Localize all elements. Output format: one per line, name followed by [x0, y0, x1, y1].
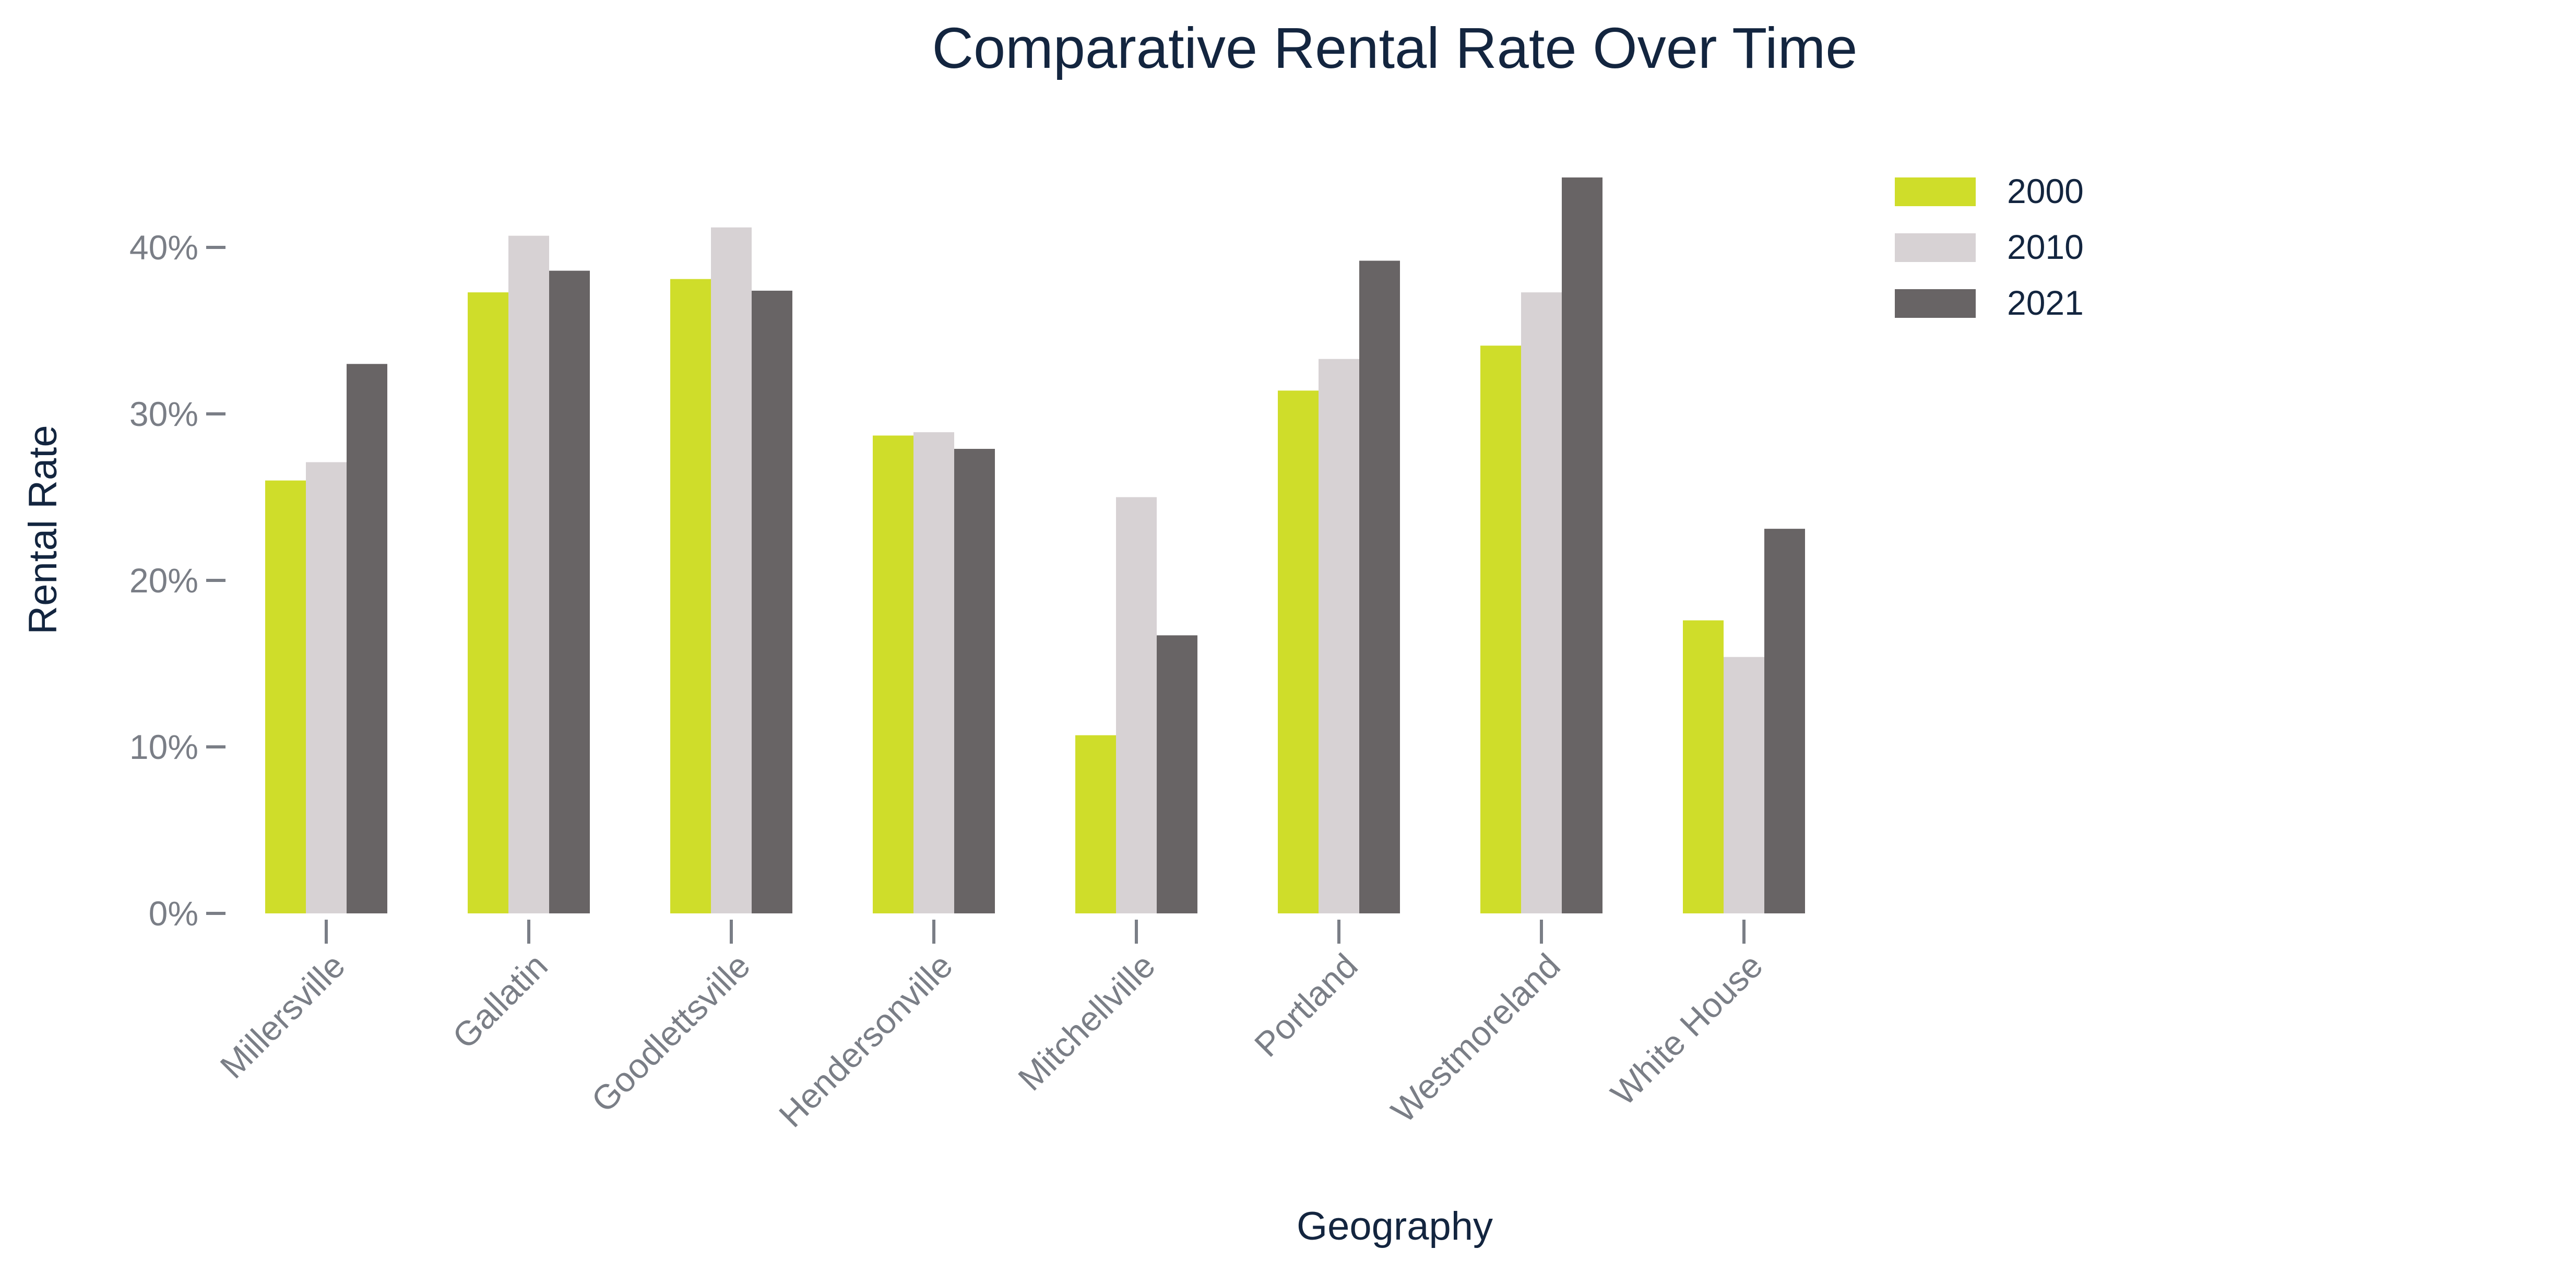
x-tick-label: Gallatin [445, 946, 555, 1056]
legend: 2000 2010 2021 [1895, 172, 2084, 322]
bar-2010-gallatin [508, 235, 549, 913]
x-tick-label: Portland [1247, 946, 1365, 1064]
x-tick-label: Goodlettsville [584, 946, 757, 1120]
x-tick-label: Millersville [212, 946, 352, 1086]
bars [265, 177, 1805, 914]
y-axis: 0% 10% 20% 30% 40% [129, 228, 225, 933]
bar-2021-goodlettsville [752, 290, 792, 914]
legend-swatch-2000 [1895, 177, 1976, 206]
bar-2021-portland [1359, 260, 1400, 913]
legend-label-2000: 2000 [2007, 172, 2084, 210]
y-tick-label: 0% [149, 894, 198, 933]
bar-2000-portland [1278, 390, 1319, 913]
y-tick-label: 30% [129, 395, 198, 433]
x-tick-label: Westmoreland [1384, 946, 1568, 1130]
bar-2010-white-house [1724, 657, 1764, 913]
bar-2010-hendersonville [913, 432, 954, 913]
legend-label-2021: 2021 [2007, 283, 2084, 322]
bar-2000-westmoreland [1480, 346, 1521, 914]
bar-2010-mitchellville [1116, 497, 1157, 913]
x-tick-label: Mitchellville [1011, 946, 1162, 1098]
bar-2021-mitchellville [1157, 635, 1197, 913]
bar-2000-goodlettsville [670, 279, 711, 913]
bar-2021-gallatin [549, 270, 590, 914]
bar-2000-white-house [1683, 620, 1724, 913]
bar-2021-hendersonville [954, 448, 995, 913]
bar-2000-mitchellville [1075, 735, 1116, 913]
bar-2010-goodlettsville [711, 227, 752, 914]
bar-2021-millersville [347, 364, 387, 913]
x-axis: Millersville Gallatin Goodlettsville Hender… [212, 920, 1770, 1135]
x-axis-title: Geography [1297, 1204, 1493, 1248]
legend-swatch-2021 [1895, 289, 1976, 318]
bar-2021-westmoreland [1562, 177, 1602, 913]
legend-label-2010: 2010 [2007, 228, 2084, 266]
y-tick-label: 20% [129, 561, 198, 600]
bar-2000-gallatin [468, 292, 508, 913]
y-tick-label: 40% [129, 228, 198, 267]
x-tick-label: Hendersonville [771, 946, 960, 1135]
x-tick-label: White House [1603, 946, 1770, 1113]
bar-2021-white-house [1764, 529, 1805, 913]
bar-2000-millersville [265, 480, 306, 913]
y-axis-title: Rental Rate [21, 425, 65, 634]
bar-2000-hendersonville [873, 435, 913, 913]
bar-2010-millersville [306, 462, 347, 913]
legend-swatch-2010 [1895, 233, 1976, 262]
bar-2010-westmoreland [1521, 292, 1562, 913]
bar-2010-portland [1319, 359, 1359, 913]
y-tick-label: 10% [129, 728, 198, 766]
chart-title: Comparative Rental Rate Over Time [932, 16, 1858, 80]
